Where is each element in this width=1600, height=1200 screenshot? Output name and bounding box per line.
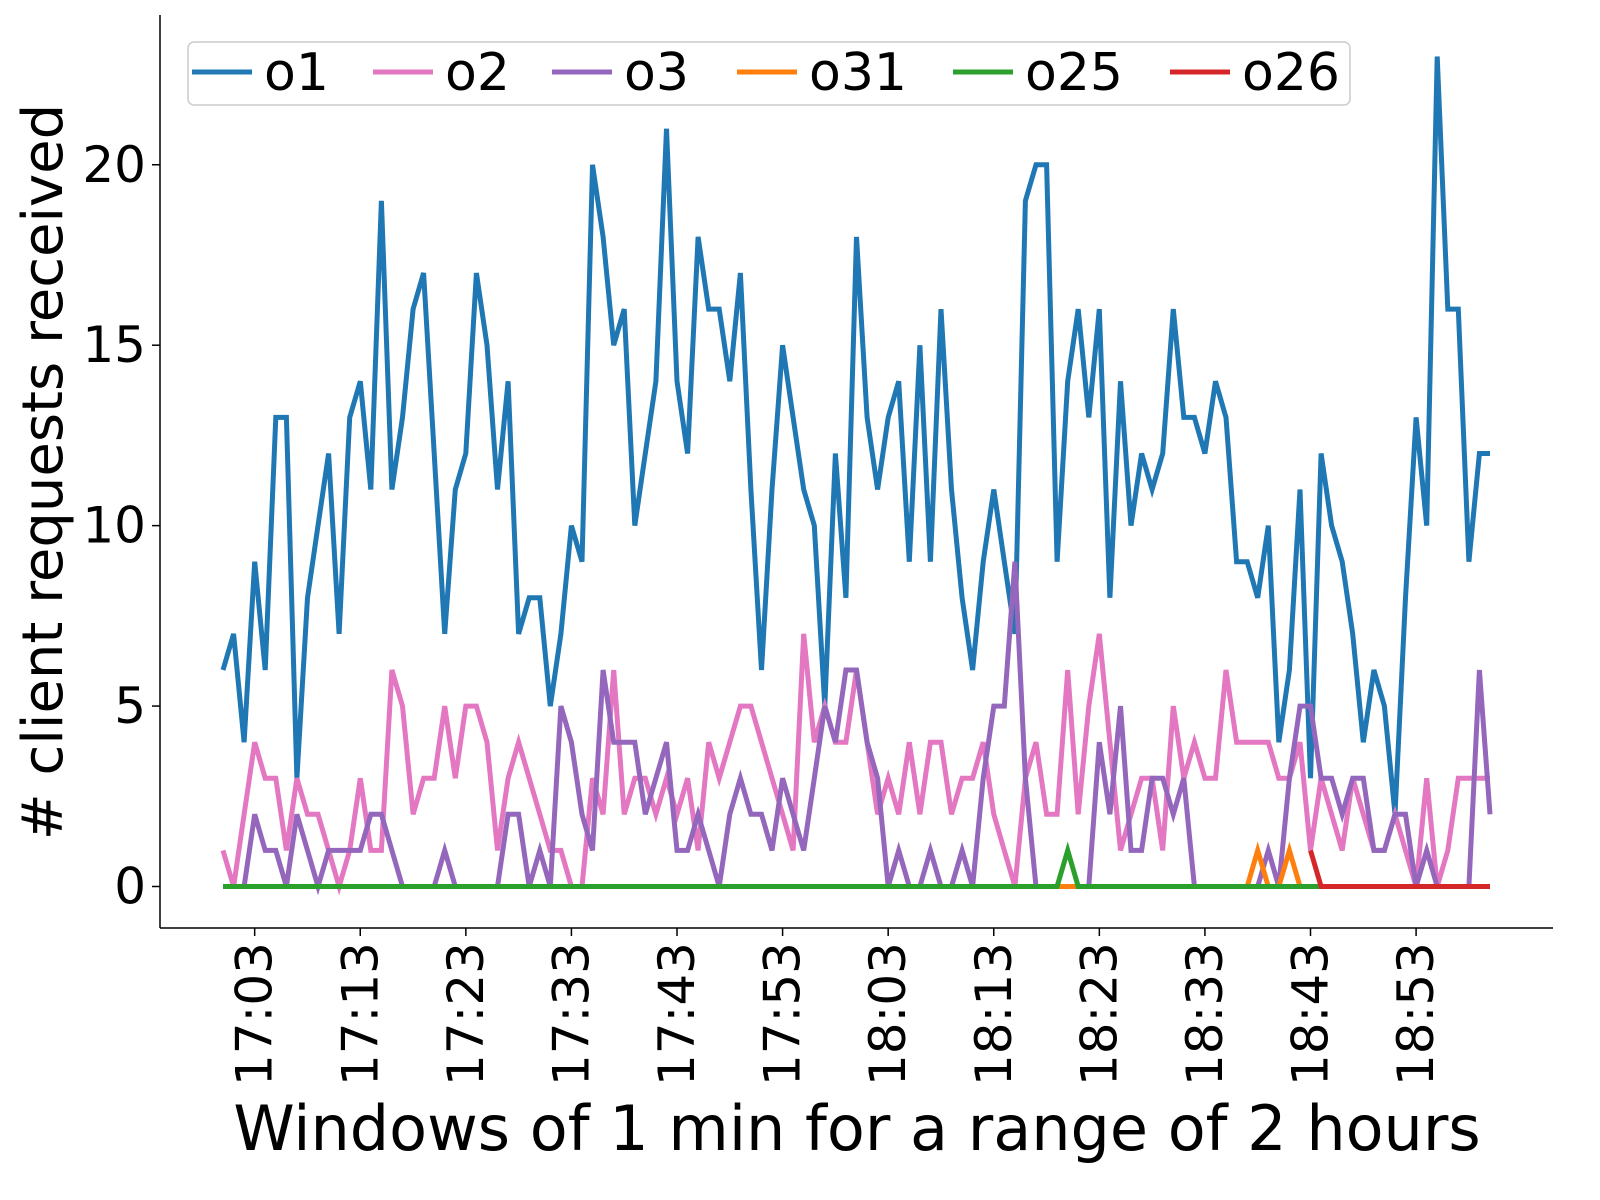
x-tick-label: 17:53 bbox=[754, 942, 812, 1086]
x-axis-label: Windows of 1 min for a range of 2 hours bbox=[233, 1092, 1480, 1165]
series-line bbox=[223, 841, 1311, 889]
legend-label: o1 bbox=[264, 43, 329, 103]
y-tick-label: 10 bbox=[82, 497, 146, 555]
y-tick-label: 5 bbox=[114, 677, 146, 735]
y-tick-label: 20 bbox=[82, 136, 146, 194]
y-tick-label: 0 bbox=[114, 858, 146, 916]
y-axis-label: # client requests received bbox=[11, 104, 76, 840]
y-tick-label: 15 bbox=[82, 316, 146, 374]
legend-label: o26 bbox=[1242, 43, 1340, 103]
legend-label: o3 bbox=[624, 43, 689, 103]
legend-label: o31 bbox=[809, 43, 907, 103]
series-line bbox=[223, 841, 1322, 889]
series-line bbox=[223, 561, 1493, 896]
x-tick-label: 17:43 bbox=[648, 942, 706, 1086]
x-tick-label: 17:23 bbox=[437, 942, 495, 1086]
x-tick-label: 18:13 bbox=[965, 942, 1023, 1086]
series-line bbox=[1308, 849, 1490, 889]
series-line bbox=[220, 56, 1490, 815]
x-tick-label: 18:33 bbox=[1176, 942, 1234, 1086]
x-tick-label: 17:03 bbox=[226, 942, 284, 1086]
x-tick-label: 18:03 bbox=[859, 942, 917, 1086]
x-tick-label: 18:23 bbox=[1070, 942, 1128, 1086]
x-tick-label: 18:53 bbox=[1387, 942, 1445, 1086]
x-tick-label: 18:43 bbox=[1282, 942, 1340, 1086]
legend-label: o2 bbox=[445, 43, 510, 103]
legend: o1 o2 o3 o31 o25 o26 bbox=[187, 41, 1351, 106]
legend-label: o25 bbox=[1025, 43, 1123, 103]
x-tick-label: 17:13 bbox=[331, 942, 389, 1086]
x-tick-label: 17:33 bbox=[542, 942, 600, 1086]
